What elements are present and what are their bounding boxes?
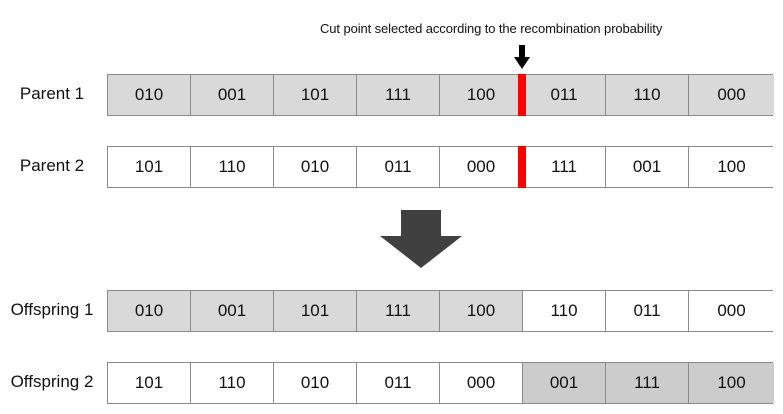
offspring-2-gene-3: 010 [274, 363, 357, 403]
parent-2-gene-1: 101 [108, 147, 191, 187]
offspring-2-gene-7: 111 [606, 363, 689, 403]
parent-1-chromosome: 010 001 101 111 100 011 110 000 [107, 74, 774, 116]
offspring-1-gene-7: 011 [606, 291, 689, 331]
parent-2-gene-7: 001 [606, 147, 689, 187]
offspring-2-gene-6: 001 [523, 363, 606, 403]
parent-1-gene-1: 010 [108, 75, 191, 115]
parent-1-gene-5: 100 [440, 75, 523, 115]
down-arrow-icon [514, 45, 530, 69]
parent-1-gene-8: 000 [689, 75, 774, 115]
offspring-2-gene-5: 000 [440, 363, 523, 403]
offspring-1-gene-6: 110 [523, 291, 606, 331]
offspring-2-gene-2: 110 [191, 363, 274, 403]
offspring-2-label: Offspring 2 [10, 372, 94, 391]
offspring-2-gene-4: 011 [357, 363, 440, 403]
parent-1-label: Parent 1 [19, 84, 85, 103]
parent-2-gene-4: 011 [357, 147, 440, 187]
big-down-arrow-icon [380, 210, 462, 268]
parent-1-gene-3: 101 [274, 75, 357, 115]
parent-2-gene-6: 111 [523, 147, 606, 187]
offspring-1-gene-4: 111 [357, 291, 440, 331]
offspring-2-chromosome: 101 110 010 011 000 001 111 100 [107, 362, 774, 404]
offspring-1-gene-3: 101 [274, 291, 357, 331]
parent-1-gene-6: 011 [523, 75, 606, 115]
cut-point-marker-parent-1 [518, 74, 526, 116]
parent-2-label: Parent 2 [19, 156, 85, 175]
offspring-1-gene-5: 100 [440, 291, 523, 331]
parent-1-gene-2: 001 [191, 75, 274, 115]
offspring-1-gene-2: 001 [191, 291, 274, 331]
offspring-2-gene-1: 101 [108, 363, 191, 403]
cut-point-marker-parent-2 [518, 146, 526, 188]
offspring-2-gene-8: 100 [689, 363, 774, 403]
offspring-1-label: Offspring 1 [10, 300, 94, 319]
parent-1-gene-4: 111 [357, 75, 440, 115]
parent-2-gene-3: 010 [274, 147, 357, 187]
parent-2-chromosome: 101 110 010 011 000 111 001 100 [107, 146, 774, 188]
offspring-1-gene-8: 000 [689, 291, 774, 331]
parent-2-gene-8: 100 [689, 147, 774, 187]
offspring-1-gene-1: 010 [108, 291, 191, 331]
cut-point-annotation: Cut point selected according to the reco… [320, 21, 663, 36]
parent-2-gene-5: 000 [440, 147, 523, 187]
offspring-1-chromosome: 010 001 101 111 100 110 011 000 [107, 290, 774, 332]
parent-1-gene-7: 110 [606, 75, 689, 115]
parent-2-gene-2: 110 [191, 147, 274, 187]
